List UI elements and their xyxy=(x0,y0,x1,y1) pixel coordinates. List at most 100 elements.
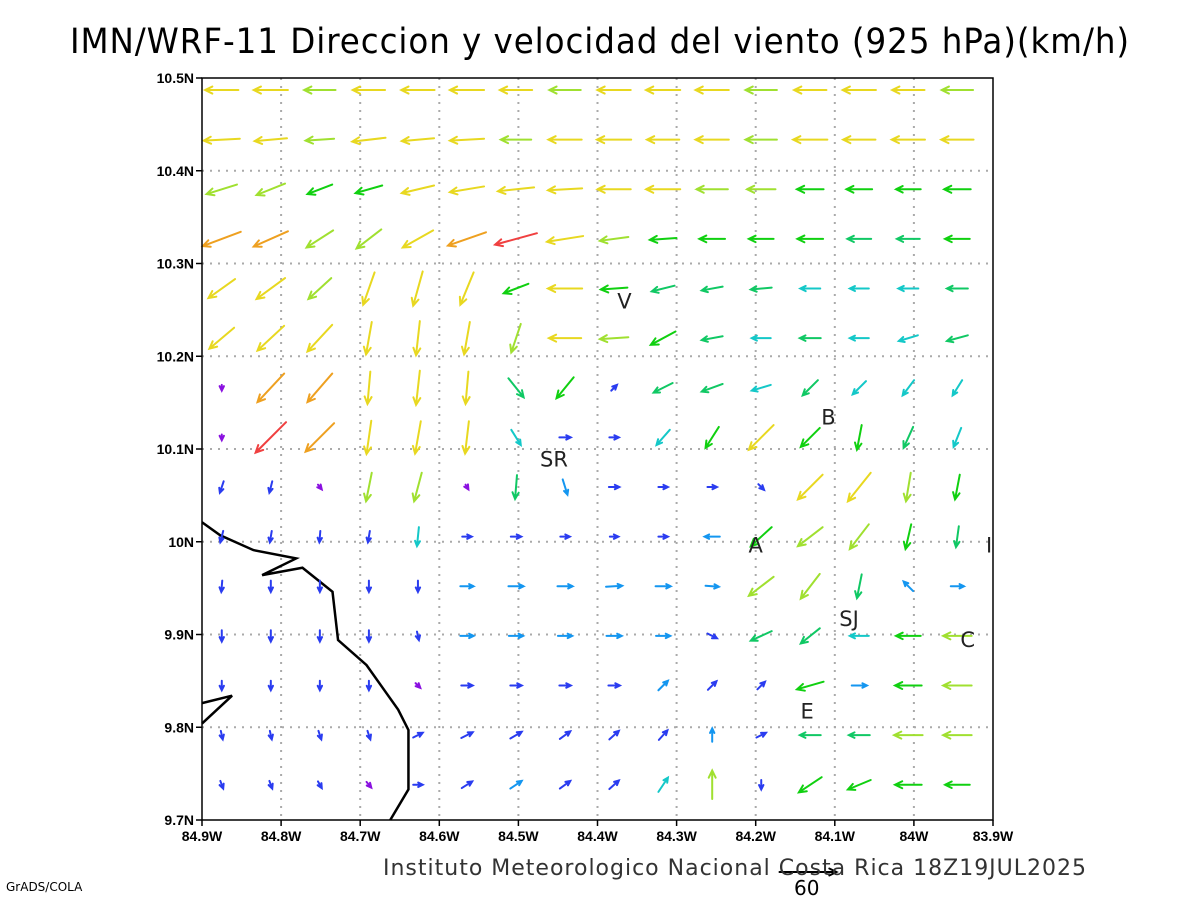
wind-vector xyxy=(693,135,730,145)
y-tick-label: 10.2N xyxy=(157,348,194,364)
wind-vector xyxy=(492,232,538,248)
wind-vector xyxy=(316,679,324,693)
wind-vector xyxy=(558,434,574,441)
wind-vector xyxy=(951,379,964,398)
wind-vector xyxy=(595,184,632,194)
wind-vector xyxy=(846,471,872,504)
wind-vector xyxy=(267,779,274,791)
map-frame xyxy=(201,77,994,821)
wind-vector xyxy=(349,136,387,146)
wind-vector xyxy=(254,277,287,301)
x-tick-label: 84.7W xyxy=(340,828,381,844)
wind-vector xyxy=(267,529,274,545)
wind-vector xyxy=(893,185,922,194)
wind-vector xyxy=(597,235,630,245)
wind-vector xyxy=(755,731,769,739)
y-tick-label: 10.1N xyxy=(157,441,194,457)
wind-vector xyxy=(747,424,775,452)
wind-vector xyxy=(218,729,225,742)
wind-vector xyxy=(707,768,717,801)
wind-vector xyxy=(305,323,334,354)
wind-vector xyxy=(896,334,919,343)
wind-vector xyxy=(694,184,729,194)
wind-vector xyxy=(892,780,923,790)
wind-vector xyxy=(316,483,324,492)
wind-vector xyxy=(412,781,425,788)
wind-vector xyxy=(251,85,289,95)
place-label: V xyxy=(617,290,632,314)
wind-vector xyxy=(702,533,721,540)
wind-vector xyxy=(893,631,922,641)
wind-vector xyxy=(749,526,773,548)
wind-vector xyxy=(546,333,583,343)
wind-vector xyxy=(354,228,383,250)
wind-vector xyxy=(460,780,475,790)
wind-vector xyxy=(889,135,926,145)
wind-vector xyxy=(546,135,583,145)
wind-vector xyxy=(796,473,824,502)
wind-vector xyxy=(460,682,475,689)
wind-vector xyxy=(558,779,573,790)
wind-vector xyxy=(306,372,334,404)
y-tick-label: 9.7N xyxy=(164,812,194,828)
wind-vector xyxy=(461,533,475,540)
wind-vector xyxy=(305,183,334,196)
wind-vector xyxy=(556,632,575,640)
wind-vector xyxy=(447,185,486,196)
wind-vector xyxy=(267,579,274,595)
x-tick-label: 84.3W xyxy=(656,828,697,844)
wind-vector xyxy=(610,383,619,392)
wind-vector xyxy=(414,682,422,690)
wind-vector xyxy=(747,575,775,598)
wind-vector xyxy=(657,533,671,540)
wind-vector xyxy=(892,681,923,690)
wind-vector xyxy=(848,523,870,551)
wind-vector xyxy=(840,135,877,145)
wind-vector xyxy=(952,473,961,502)
place-label: C xyxy=(960,628,975,652)
wind-vector xyxy=(844,184,874,194)
wind-vector xyxy=(941,184,972,194)
wind-vector xyxy=(699,382,724,394)
grads-credit: GrADS/COLA xyxy=(6,880,83,894)
wind-vector xyxy=(847,334,870,342)
wind-vector xyxy=(796,526,824,548)
wind-vector xyxy=(942,234,971,244)
wind-vector xyxy=(556,583,575,590)
wind-vector xyxy=(501,282,530,295)
map-title: IMN/WRF-11 Direccion y velocidad del vie… xyxy=(69,22,1131,62)
wind-vector xyxy=(460,321,471,357)
wind-vector xyxy=(545,185,584,195)
wind-vector xyxy=(605,582,625,590)
wind-vector xyxy=(267,729,274,742)
wind-vector xyxy=(952,426,963,450)
wind-vector xyxy=(509,322,522,355)
wind-vector xyxy=(414,579,422,595)
wind-vector xyxy=(594,135,633,145)
wind-vector xyxy=(365,679,373,693)
wind-vector xyxy=(845,779,872,791)
wind-vector xyxy=(756,680,767,691)
wind-vector xyxy=(445,231,487,248)
wind-vector xyxy=(412,369,422,408)
y-tick-label: 10.4N xyxy=(157,163,194,179)
wind-vector xyxy=(757,483,766,492)
wind-vector xyxy=(643,184,682,194)
wind-vector xyxy=(544,235,585,246)
x-tick-label: 83.9W xyxy=(973,828,1014,844)
y-tick-label: 10.5N xyxy=(157,70,194,86)
wind-vector xyxy=(350,85,387,95)
wind-vector xyxy=(461,370,471,407)
wind-vector xyxy=(507,377,526,400)
wind-vector xyxy=(555,376,575,401)
wind-vector xyxy=(218,779,225,791)
wind-vector xyxy=(796,776,823,794)
wind-vector xyxy=(608,533,621,540)
wind-vector xyxy=(255,324,286,353)
wind-vector xyxy=(411,420,422,456)
wind-vector xyxy=(851,380,867,397)
wind-vector xyxy=(846,731,871,739)
wind-vector xyxy=(558,682,574,689)
wind-vector xyxy=(507,583,526,590)
place-label: SR xyxy=(540,447,568,471)
